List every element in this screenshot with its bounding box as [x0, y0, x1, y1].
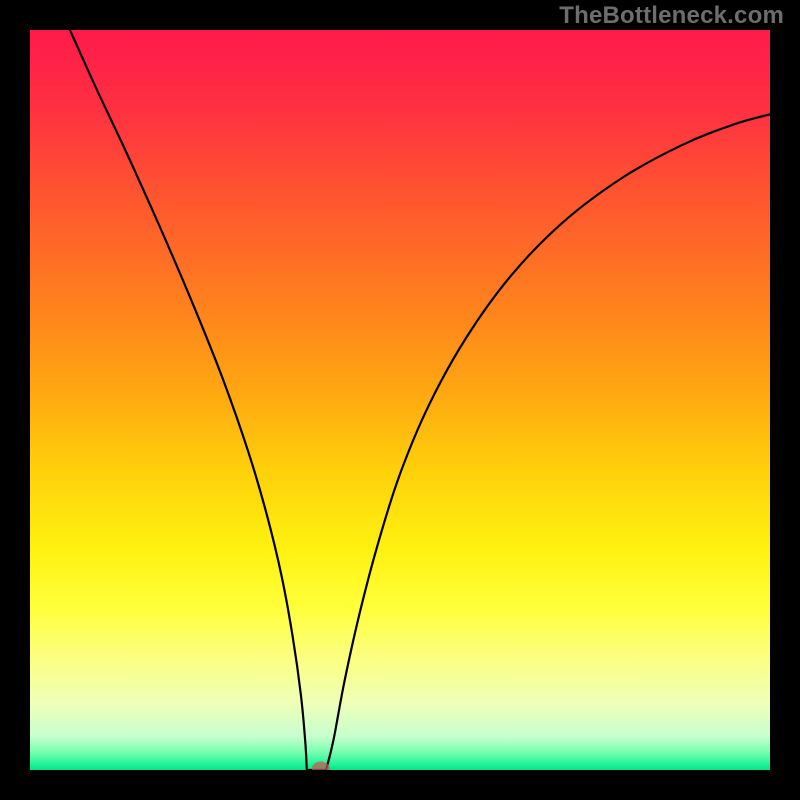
chart-svg — [30, 30, 770, 770]
watermark-text: TheBottleneck.com — [559, 2, 784, 30]
plot-area — [30, 30, 770, 770]
gradient-background — [30, 30, 770, 770]
